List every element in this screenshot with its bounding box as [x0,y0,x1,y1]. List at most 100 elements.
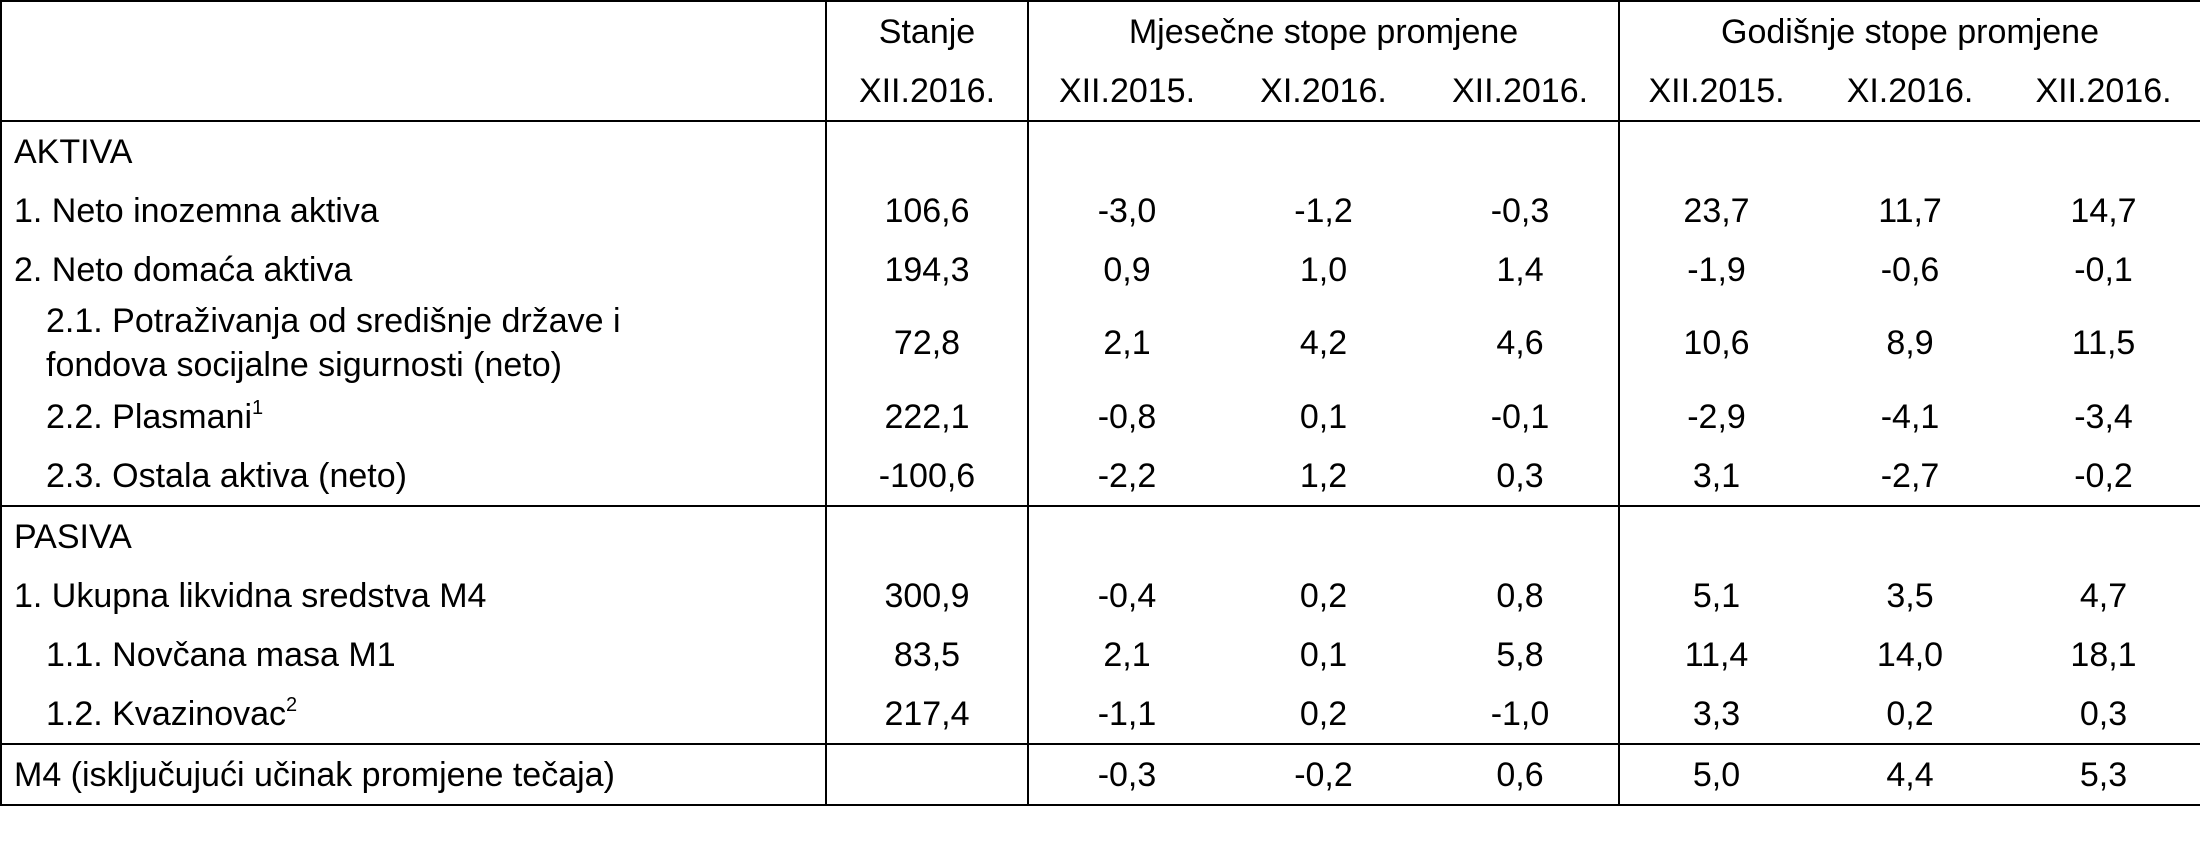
value-cell: -2,2 [1027,446,1225,506]
value-cell: -0,1 [1490,397,1550,436]
value-cell [825,744,1028,805]
empty-cell [825,121,1028,181]
header-cell: Mjesečne stope promjene [1026,1,1620,61]
value-cell: 4,2 [1299,324,1348,362]
value-cell: 0,8 [1496,576,1544,615]
value-cell: 0,9 [1027,240,1225,299]
value-cell: 0,2 [1886,694,1934,733]
value-cell: 5,1 [1618,566,1814,625]
table-header: Stanje Mjesečne stope promjene Godišnje st… [1,1,2200,121]
value-cell: -0,3 [1490,191,1550,230]
row-label: 2. Neto domaća aktiva [1,240,826,299]
value-cell: 5,0 [1618,744,1814,805]
empty-cell [1225,506,1422,566]
value-cell: -1,9 [1618,240,1814,299]
section-title-row: PASIVA [1,506,2200,566]
value-cell: 4,7 [2079,576,2128,615]
value-cell: -1,0 [1490,694,1550,733]
value-cell: 0,1 [1299,397,1348,436]
empty-cell [1422,506,1619,566]
value-cell: 2,1 [1027,625,1225,684]
label-line: 1.1. Novčana masa M1 [46,635,396,674]
row-label: 2.2. Plasmani1 [1,387,826,446]
corner-cell [1,61,826,121]
value-cell: 0,6 [1496,755,1544,794]
table-row: 1.2. Kvazinovac2 217,4 -1,1 0,2 -1,0 3,3 0,2 0,… [1,684,2200,744]
row-label: M4 (isključujući učinak promjene tečaja) [14,755,615,794]
section-title: AKTIVA [14,132,133,171]
table-row: 2. Neto domaća aktiva 194,3 0,9 1,0 1,4 -1,9 -… [1,240,2200,299]
value-cell: 0,3 [2079,694,2128,733]
value-cell: 4,4 [1886,755,1934,794]
value-cell: -1,2 [1294,191,1353,230]
section: PASIVA 1. Ukupna likvidna sredstva M4 300,… [1,506,2200,744]
value-cell: -2,7 [1880,456,1940,495]
empty-cell [1225,121,1422,181]
value-cell: -0,2 [1294,755,1353,794]
value-cell: 83,5 [825,625,1028,684]
label-line: 1. Neto inozemna aktiva [14,191,379,230]
section: AKTIVA 1. Neto inozemna aktiva 106,6 -3,0 -1… [1,121,2200,506]
value-cell: -3,4 [2074,397,2133,436]
column-header: XII.2016. [2035,71,2172,110]
label-line: 2.2. Plasmani [46,397,252,436]
value-cell: 217,4 [825,684,1028,744]
header-row: Stanje Mjesečne stope promjene Godišnje st… [1,1,2200,61]
value-cell: 11,5 [2071,324,2136,362]
row-label: 1.2. Kvazinovac2 [1,684,826,744]
section-title: PASIVA [14,517,132,556]
value-cell: 1,2 [1299,456,1348,495]
table-row: 1.1. Novčana masa M1 83,5 2,1 0,1 5,8 11,4 14,… [1,625,2200,684]
value-cell: -0,8 [1027,387,1225,446]
value-cell: 8,9 [1886,324,1934,362]
row-label: 2.3. Ostala aktiva (neto) [1,446,826,506]
value-cell: -0,4 [1027,566,1225,625]
value-cell: 3,1 [1618,446,1814,506]
row-label: 2.1. Potraživanja od središnje države i f… [1,299,826,387]
value-cell: 3,3 [1618,684,1814,744]
empty-cell [1618,506,1814,566]
table-row: 2.2. Plasmani1 222,1 -0,8 0,1 -0,1 -2,9 -4,1 -3… [1,387,2200,446]
label-line: 2.1. Potraživanja od središnje države i [46,302,621,340]
value-cell: 300,9 [825,566,1028,625]
label-line: fondova socijalne sigurnosti (neto) [46,346,562,384]
empty-cell [2007,506,2200,566]
footer-row: M4 (isključujući učinak promjene tečaja)… [1,744,2200,805]
column-header: XI.2016. [1846,71,1974,110]
row-label: 1. Neto inozemna aktiva [1,181,826,240]
column-header: XII.2015. [1618,61,1814,121]
value-cell: 0,2 [1299,694,1348,733]
column-header: XII.2016. [1451,71,1589,110]
label-line: 2. Neto domaća aktiva [14,250,353,289]
value-cell: 5,8 [1496,635,1544,674]
value-cell: 3,5 [1886,576,1934,615]
value-cell: 14,0 [1876,635,1944,674]
value-cell: 106,6 [825,181,1028,240]
value-cell: 0,1 [1299,635,1348,674]
value-cell: -2,9 [1618,387,1814,446]
column-header: XII.2015. [1027,61,1225,121]
value-cell: -0,6 [1880,250,1940,289]
value-cell: -0,1 [2074,250,2133,289]
footnote-ref: 2 [286,693,298,716]
footer: M4 (isključujući učinak promjene tečaja)… [1,744,2200,805]
value-cell: 23,7 [1618,181,1814,240]
value-cell: 14,7 [2070,191,2137,230]
empty-cell [825,506,1028,566]
value-cell: -0,2 [2074,456,2133,495]
value-cell: 2,1 [1027,299,1225,387]
value-cell: -0,3 [1027,744,1225,805]
empty-cell [1813,506,2007,566]
empty-cell [1618,121,1814,181]
value-cell: -100,6 [825,446,1028,506]
row-label: 1.1. Novčana masa M1 [1,625,826,684]
value-cell: 0,3 [1496,456,1544,495]
empty-cell [1027,506,1225,566]
empty-cell [1027,121,1225,181]
column-header: XII.2016. [825,61,1028,121]
value-cell: -1,1 [1027,684,1225,744]
table-row: 2.3. Ostala aktiva (neto) -100,6 -2,2 1,2 0,… [1,446,2200,506]
value-cell: 1,0 [1299,250,1348,289]
table-row: 1. Ukupna likvidna sredstva M4 300,9 -0,4 0… [1,566,2200,625]
